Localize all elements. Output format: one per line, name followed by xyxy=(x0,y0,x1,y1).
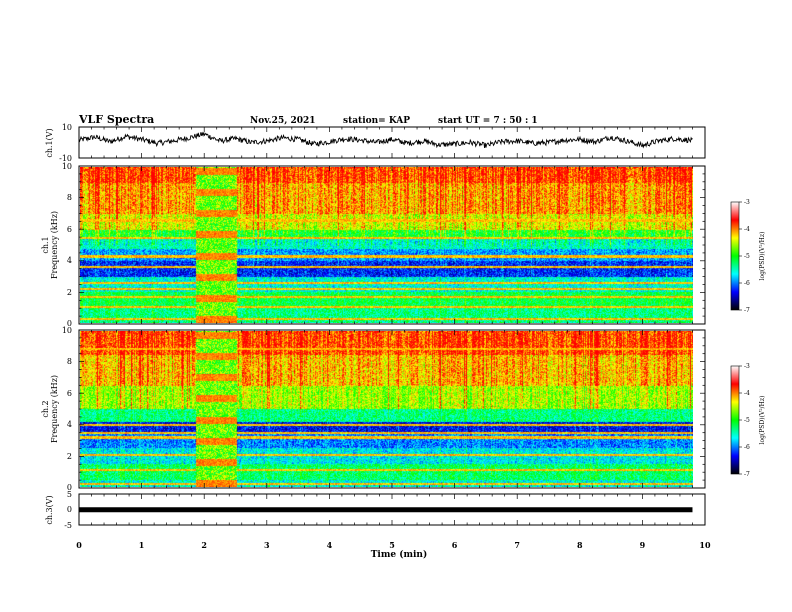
ch2-spectrogram-ticks xyxy=(78,329,706,489)
ch1-freq-tick-2: 2 xyxy=(67,288,72,297)
cb1-tick-4: -4 xyxy=(744,226,750,233)
ch1-spectrogram-ticks xyxy=(78,165,706,325)
ch3-ytick-0: 0 xyxy=(67,505,72,514)
ch1-voltage-line xyxy=(78,131,693,149)
ch1-freq-tick-8: 8 xyxy=(67,193,72,202)
ch3-ytick-minus5: -5 xyxy=(64,521,72,530)
x-axis-label: Time (min) xyxy=(371,549,428,560)
x-tick-label: 0 xyxy=(76,540,82,550)
x-tick-label: 1 xyxy=(139,540,145,550)
cb1-tick-5: -5 xyxy=(744,253,750,260)
cb1-tick-7: -7 xyxy=(744,307,750,314)
ch2-colorbar-ticks xyxy=(739,365,742,475)
ch2-freq-tick-2: 2 xyxy=(67,452,72,461)
ch2-colorbar-scale xyxy=(730,365,740,475)
cb2-tick-7: -7 xyxy=(744,471,750,478)
x-tick-label: 9 xyxy=(640,540,646,550)
figure-title: VLF Spectra xyxy=(78,113,154,126)
ch1-colorbar-ticks xyxy=(739,201,742,311)
ch1-ytick-10: 10 xyxy=(62,123,72,132)
x-tick-label: 2 xyxy=(201,540,207,550)
cb1-tick-3: -3 xyxy=(744,199,750,206)
ch1-freq-tick-4: 4 xyxy=(67,256,72,265)
ch2-colorbar: -3 -4 -5 -6 -7 log(PSD)(V²/Hz) xyxy=(730,363,766,478)
ch2-freq-tick-4: 4 xyxy=(67,420,72,429)
ch1-voltage-frame xyxy=(78,126,706,159)
cb2-tick-4: -4 xyxy=(744,390,750,397)
ch1-colorbar: -3 -4 -5 -6 -7 log(PSD)(V²/Hz) xyxy=(730,199,766,314)
x-tick-label: 10 xyxy=(699,540,711,550)
ch1-spectrogram-image xyxy=(80,167,693,323)
ch2-spectrogram-panel: 10 8 6 4 2 0 ch.2Frequency (kHz) xyxy=(41,326,706,492)
ch1-spectrogram-ylabel: ch.1Frequency (kHz) xyxy=(41,211,59,279)
x-tick-label: 6 xyxy=(452,540,458,550)
station-label: station= KAP xyxy=(343,116,410,126)
start-time-label: start UT = 7 : 50 : 1 xyxy=(438,116,538,126)
cb1-label: log(PSD)(V²/Hz) xyxy=(759,232,766,281)
x-tick-label: 3 xyxy=(264,540,270,550)
x-tick-label: 5 xyxy=(389,540,395,550)
ch1-colorbar-scale xyxy=(730,201,740,311)
ch1-ytick-minus10: -10 xyxy=(59,154,72,163)
ch3-voltage-panel: 5 0 -5 ch.3(V) xyxy=(45,490,706,530)
cb2-label: log(PSD)(V²/Hz) xyxy=(759,396,766,445)
ch2-freq-tick-8: 8 xyxy=(67,357,72,366)
cb2-tick-5: -5 xyxy=(744,417,750,424)
ch1-freq-tick-0: 0 xyxy=(67,319,72,328)
x-tick-label: 4 xyxy=(327,540,333,550)
date-label: Nov.25, 2021 xyxy=(250,116,316,126)
x-tick-label: 8 xyxy=(577,540,583,550)
ch2-spectrogram-ylabel: ch.2Frequency (kHz) xyxy=(41,375,59,443)
cb1-tick-6: -6 xyxy=(744,280,750,287)
ch1-voltage-trace xyxy=(78,131,693,149)
x-tick-labels: 0 1 2 3 4 5 6 7 8 9 10 xyxy=(76,540,711,550)
ch3-voltage-ticks xyxy=(78,494,706,525)
ch1-freq-tick-6: 6 xyxy=(67,225,72,234)
ch1-spectrogram-panel: 10 8 6 4 2 0 ch.1Frequency (kHz) xyxy=(41,162,706,328)
ch2-freq-tick-10: 10 xyxy=(62,326,72,335)
ch2-spectrogram-image xyxy=(80,331,693,487)
ch1-voltage-ylabel: ch.1(V) xyxy=(45,128,54,157)
ch1-freq-tick-10: 10 xyxy=(62,162,72,171)
ch1-voltage-panel: 10 -10 ch.1(V) xyxy=(45,123,706,163)
ch3-ytick-5: 5 xyxy=(67,490,72,499)
ch3-voltage-ylabel: ch.3(V) xyxy=(45,495,54,524)
ch2-freq-tick-0: 0 xyxy=(67,483,72,492)
x-tick-label: 7 xyxy=(514,540,520,550)
cb2-tick-6: -6 xyxy=(744,444,750,451)
ch2-freq-tick-6: 6 xyxy=(67,389,72,398)
ch1-voltage-ticks xyxy=(78,127,706,158)
cb2-tick-3: -3 xyxy=(744,363,750,370)
